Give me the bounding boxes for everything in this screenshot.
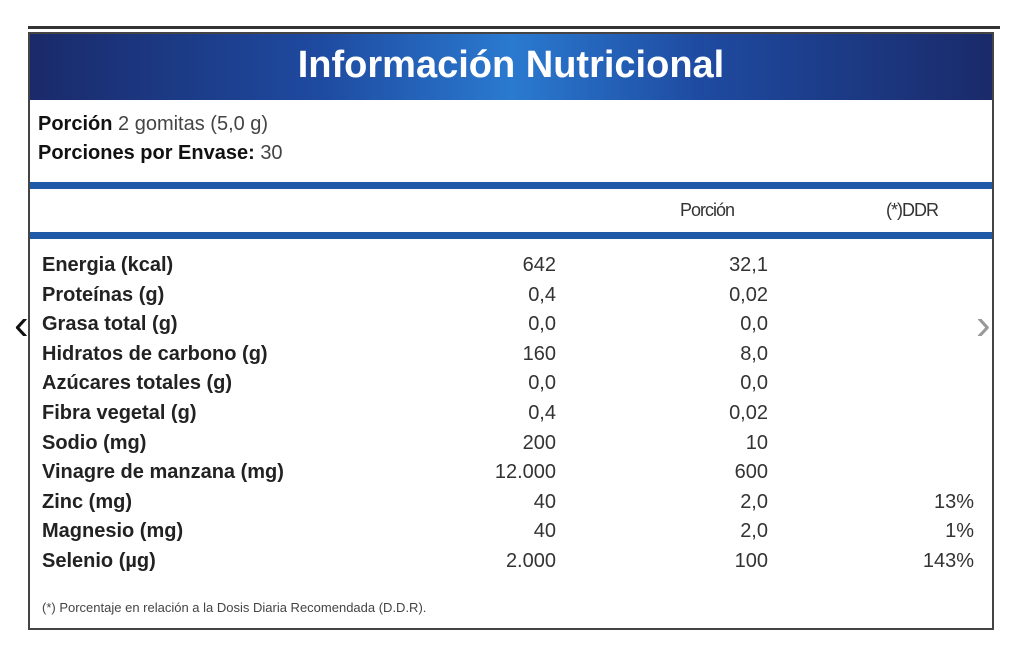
serving-value: 2 gomitas (5,0 g) [118,113,269,135]
label-title: Información Nutricional [30,34,992,100]
servings-per-container-label: Porciones por Envase: [38,142,255,164]
amount-value: 160 [522,342,556,365]
table-row: Vinagre de manzana (mg) 12.000 600 [42,461,992,490]
nutrient-name: Hidratos de carbono (g) [42,342,268,365]
amount-value: 40 [533,490,556,513]
nutrient-name: Grasa total (g) [42,313,178,336]
ddr-value: 143% [922,550,974,572]
divider-bar [30,182,992,189]
portion-value: 10 [745,431,768,454]
nutrient-name: Sodio (mg) [42,431,147,454]
portion-value: 32,1 [729,254,768,276]
amount-value: 642 [522,254,556,276]
servings-per-container-value: 30 [260,142,283,164]
footnote: (*) Porcentaje en relación a la Dosis Di… [42,600,427,615]
table-row: Fibra vegetal (g) 0,4 0,02 [42,402,992,431]
nutrition-label: Información Nutricional Porción 2 gomita… [28,32,994,630]
nutrient-name: Magnesio (mg) [42,520,184,543]
divider-bar [30,232,992,239]
amount-value: 2.000 [505,550,556,572]
table-row: Energia (kcal) 642 32,1 [42,254,992,283]
table-row: Azúcares totales (g) 0,0 0,0 [42,372,992,401]
table-row: Grasa total (g) 0,0 0,0 [42,313,992,342]
ddr-value: 1% [945,520,974,543]
table-row: Proteínas (g) 0,4 0,02 [42,284,992,313]
portion-value: 100 [734,550,768,572]
portion-value: 2,0 [740,490,768,513]
portion-value: 0,0 [740,372,768,395]
nutrient-name: Azúcares totales (g) [42,372,233,395]
amount-value: 12.000 [494,461,556,484]
amount-value: 0,4 [528,283,556,306]
table-row: Sodio (mg) 200 10 [42,432,992,461]
nutrient-name: Proteínas (g) [42,283,165,306]
nutrient-name: Vinagre de manzana (mg) [42,461,284,484]
amount-value: 0,4 [528,402,556,424]
portion-value: 600 [734,461,768,484]
amount-value: 40 [533,520,556,543]
portion-value: 8,0 [740,342,768,365]
top-divider [28,26,1000,29]
portion-value: 2,0 [740,520,768,543]
ddr-value: 13% [933,490,974,513]
amount-value: 0,0 [528,372,556,395]
portion-value: 0,0 [740,313,768,336]
nutrient-name: Energia (kcal) [42,254,174,276]
table-row: Magnesio (mg) 40 2,0 1% [42,520,992,549]
table-row: Zinc (mg) 40 2,0 13% [42,491,992,520]
serving-label: Porción [38,113,113,135]
carousel-next-icon[interactable]: › [976,300,991,349]
amount-value: 200 [522,431,556,454]
serving-info: Porción 2 gomitas (5,0 g) Porciones por … [38,110,283,168]
table-row: Hidratos de carbono (g) 160 8,0 [42,343,992,372]
column-header-ddr: (*)DDR [886,200,939,220]
column-header-portion: Porción [680,200,735,220]
portion-value: 0,02 [729,283,768,306]
nutrient-name: Selenio (µg) [42,550,156,572]
table-row: Selenio (µg) 2.000 100 143% [42,550,992,579]
amount-value: 0,0 [528,313,556,336]
portion-value: 0,02 [729,402,768,424]
carousel-prev-icon[interactable]: ‹ [14,300,29,349]
nutrient-name: Fibra vegetal (g) [42,402,197,424]
nutrient-name: Zinc (mg) [42,490,132,513]
